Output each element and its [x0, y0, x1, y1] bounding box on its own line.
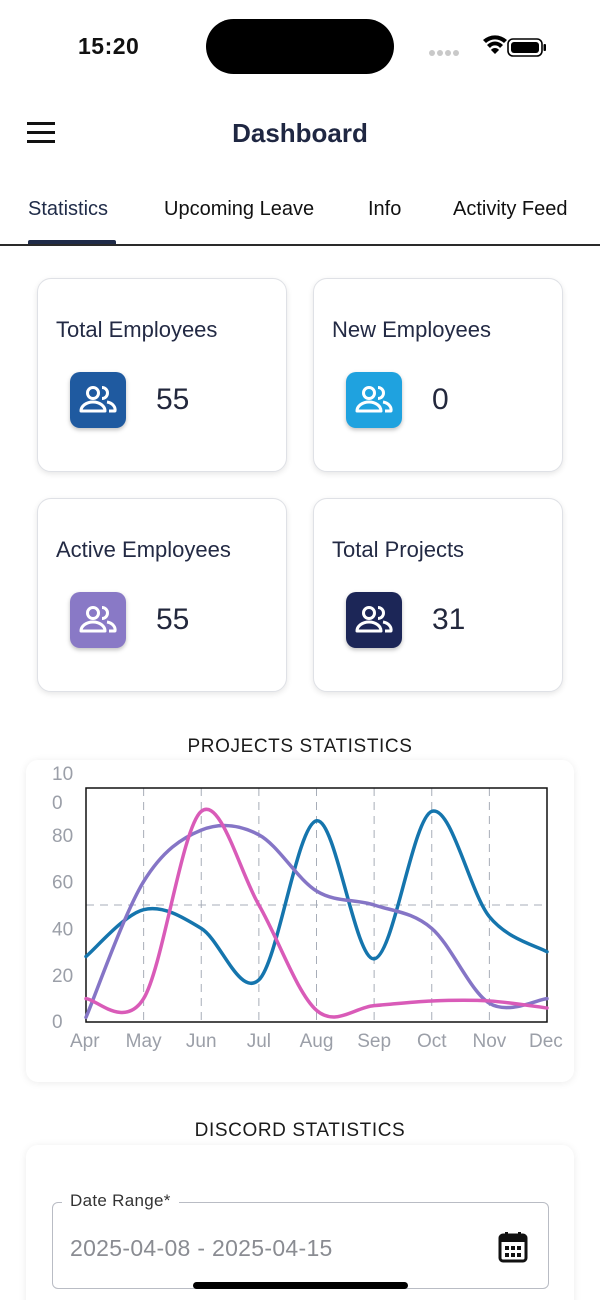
active-tab-indicator: [28, 240, 116, 244]
date-range-value: 2025-04-08 - 2025-04-15: [70, 1235, 333, 1261]
stat-label: Total Employees: [56, 317, 218, 342]
stat-label: New Employees: [332, 317, 491, 342]
people-icon: [70, 372, 126, 428]
y-tick-label: 10: [52, 764, 73, 785]
stat-card-active-employees[interactable]: Active Employees 55: [37, 498, 287, 692]
calendar-icon[interactable]: [498, 1231, 528, 1263]
discord-statistics-card: [26, 1145, 574, 1300]
tab-info[interactable]: Info: [368, 198, 402, 220]
stat-label: Active Employees: [56, 537, 231, 562]
people-icon: [346, 372, 402, 428]
status-bar: 15:20: [0, 0, 600, 95]
x-tick-label: Jul: [247, 1031, 271, 1052]
series-line: [84, 807, 549, 1019]
date-range-field[interactable]: 2025-04-08 - 2025-04-15: [52, 1202, 549, 1289]
app-bar: Dashboard: [0, 100, 600, 170]
people-icon: [70, 592, 126, 648]
cellular-signal-icon: [429, 50, 459, 56]
y-tick-label: 0: [52, 1012, 63, 1033]
stat-label: Total Projects: [332, 537, 465, 562]
series-line: [84, 809, 549, 985]
tab-upcoming-leave[interactable]: Upcoming Leave: [164, 198, 315, 220]
tab-bar: Statistics Upcoming Leave Info Activity …: [0, 180, 600, 246]
x-tick-label: Dec: [529, 1031, 563, 1052]
x-tick-label: May: [126, 1031, 162, 1052]
y-tick-label: 40: [52, 919, 73, 940]
tab-statistics[interactable]: Statistics: [28, 198, 109, 220]
series-line: [84, 823, 549, 1020]
y-tick-label: 0: [52, 793, 63, 814]
home-indicator: [193, 1282, 408, 1289]
wifi-icon: [483, 35, 507, 54]
x-tick-label: Aug: [300, 1031, 334, 1052]
stat-value: 55: [156, 603, 190, 636]
y-tick-label: 20: [52, 966, 73, 987]
x-tick-label: Nov: [472, 1031, 506, 1052]
status-icons: [429, 35, 546, 57]
plot-border: [85, 787, 548, 1023]
date-range-label: Date Range*: [62, 1191, 179, 1211]
x-tick-label: Apr: [70, 1031, 100, 1052]
x-tick-label: Sep: [357, 1031, 391, 1052]
status-time: 15:20: [78, 33, 140, 59]
y-tick-label: 80: [52, 826, 73, 847]
tab-activity-feed[interactable]: Activity Feed: [453, 198, 568, 220]
stat-card-total-employees[interactable]: Total Employees 55: [37, 278, 287, 472]
discord-statistics-title: DISCORD STATISTICS: [194, 1120, 406, 1141]
x-tick-label: Jun: [186, 1031, 217, 1052]
stat-value: 55: [156, 383, 190, 416]
x-tick-label: Oct: [417, 1031, 447, 1052]
dynamic-island: [206, 19, 394, 74]
battery-icon: [507, 38, 546, 57]
projects-statistics-title: PROJECTS STATISTICS: [187, 736, 413, 757]
y-tick-label: 60: [52, 873, 73, 894]
page-title: Dashboard: [232, 118, 368, 148]
people-icon: [346, 592, 402, 648]
stat-value: 31: [432, 603, 466, 636]
stat-card-new-employees[interactable]: New Employees 0: [313, 278, 563, 472]
menu-icon[interactable]: [24, 118, 60, 150]
stat-value: 0: [432, 383, 449, 416]
projects-chart-card: [26, 760, 574, 1082]
stat-card-total-projects[interactable]: Total Projects 31: [313, 498, 563, 692]
